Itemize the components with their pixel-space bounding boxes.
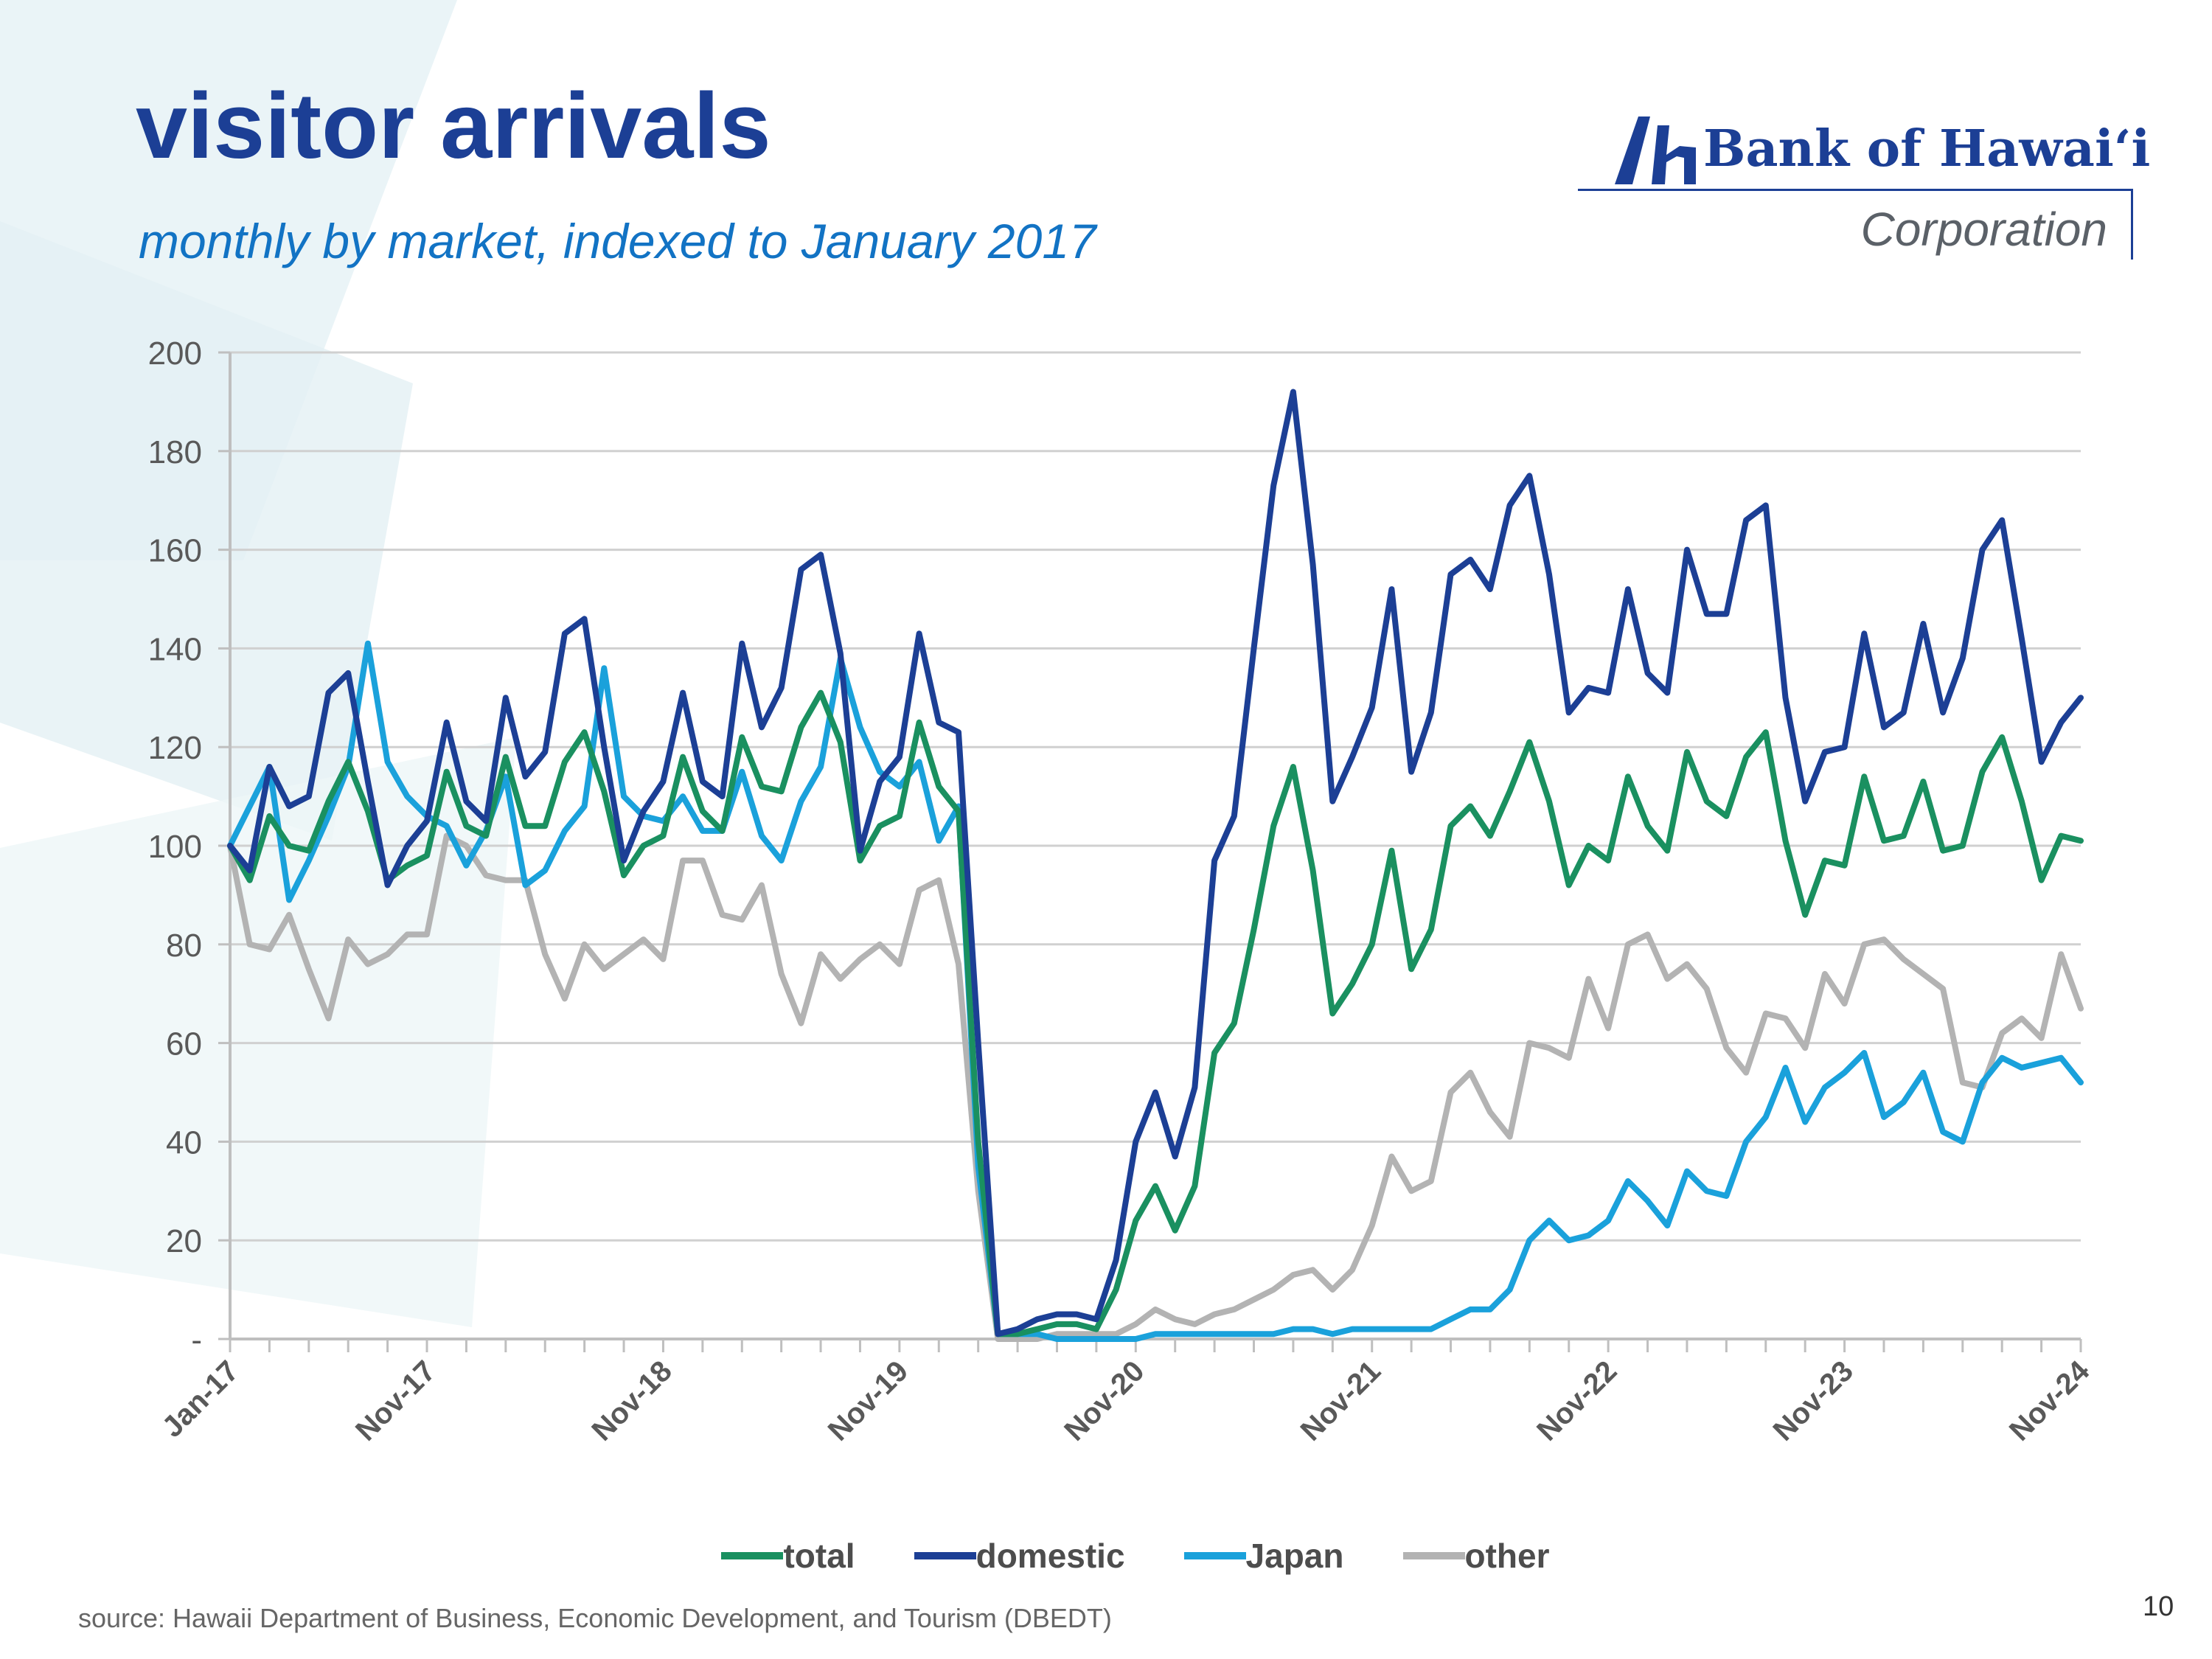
legend-swatch: [1402, 1552, 1465, 1559]
legend-label: total: [783, 1537, 855, 1575]
y-tick-label: 200: [148, 335, 202, 372]
bank-logo-mark-icon: [1615, 116, 1696, 184]
bank-logo: Bank of Hawaiʻi Corporation: [1578, 103, 2150, 265]
series-line-domestic: [227, 389, 2084, 1338]
y-tick-label: 160: [148, 533, 202, 569]
page-number: 10: [2143, 1591, 2174, 1622]
logo-divider-vertical: [2131, 189, 2133, 260]
legend-swatch: [1183, 1552, 1246, 1559]
bank-logo-name: Bank of Hawaiʻi: [1703, 119, 2151, 178]
y-tick-label: 180: [148, 434, 202, 470]
y-tick-label: 120: [148, 730, 202, 766]
x-tick-label: Jan-17: [156, 1354, 246, 1444]
x-tick-label: Nov-18: [585, 1354, 678, 1447]
x-tick-label: Nov-21: [1295, 1354, 1387, 1447]
legend-item-japan: Japan: [1183, 1536, 1344, 1576]
legend-item-other: other: [1402, 1536, 1550, 1576]
logo-divider: [1578, 189, 2132, 191]
y-tick-label: 100: [148, 829, 202, 865]
legend-item-total: total: [721, 1536, 855, 1576]
legend-item-domestic: domestic: [914, 1536, 1125, 1576]
x-tick-label: Nov-22: [1531, 1354, 1623, 1447]
x-tick-label: Nov-23: [1767, 1354, 1860, 1447]
y-tick-label: 40: [166, 1124, 202, 1161]
legend-swatch: [721, 1552, 784, 1559]
x-tick-label: Nov-19: [822, 1354, 914, 1447]
legend-label: domestic: [975, 1537, 1125, 1575]
series-line-total: [227, 689, 2084, 1338]
slide-title: visitor arrivals: [136, 74, 771, 178]
source-note: source: Hawaii Department of Business, E…: [78, 1603, 1112, 1633]
series-line-other: [227, 832, 2084, 1342]
bank-logo-subtitle: Corporation: [1860, 203, 2107, 256]
legend-swatch: [914, 1552, 976, 1559]
x-tick-label: Nov-24: [2003, 1354, 2096, 1447]
legend-label: other: [1464, 1537, 1550, 1575]
y-tick-label: 80: [166, 928, 202, 964]
x-tick-label: Nov-20: [1058, 1354, 1150, 1447]
chart-legend: total domestic Japan other: [0, 1526, 2212, 1585]
series-line-japan: [227, 640, 2084, 1342]
y-tick-label: -: [191, 1322, 202, 1358]
y-tick-label: 60: [166, 1026, 202, 1062]
slide-subtitle: monthly by market, indexed to January 20…: [139, 214, 1096, 268]
legend-label: Japan: [1245, 1537, 1344, 1575]
y-tick-label: 20: [166, 1223, 202, 1259]
y-tick-label: 140: [148, 631, 202, 667]
x-tick-label: Nov-17: [349, 1354, 442, 1447]
